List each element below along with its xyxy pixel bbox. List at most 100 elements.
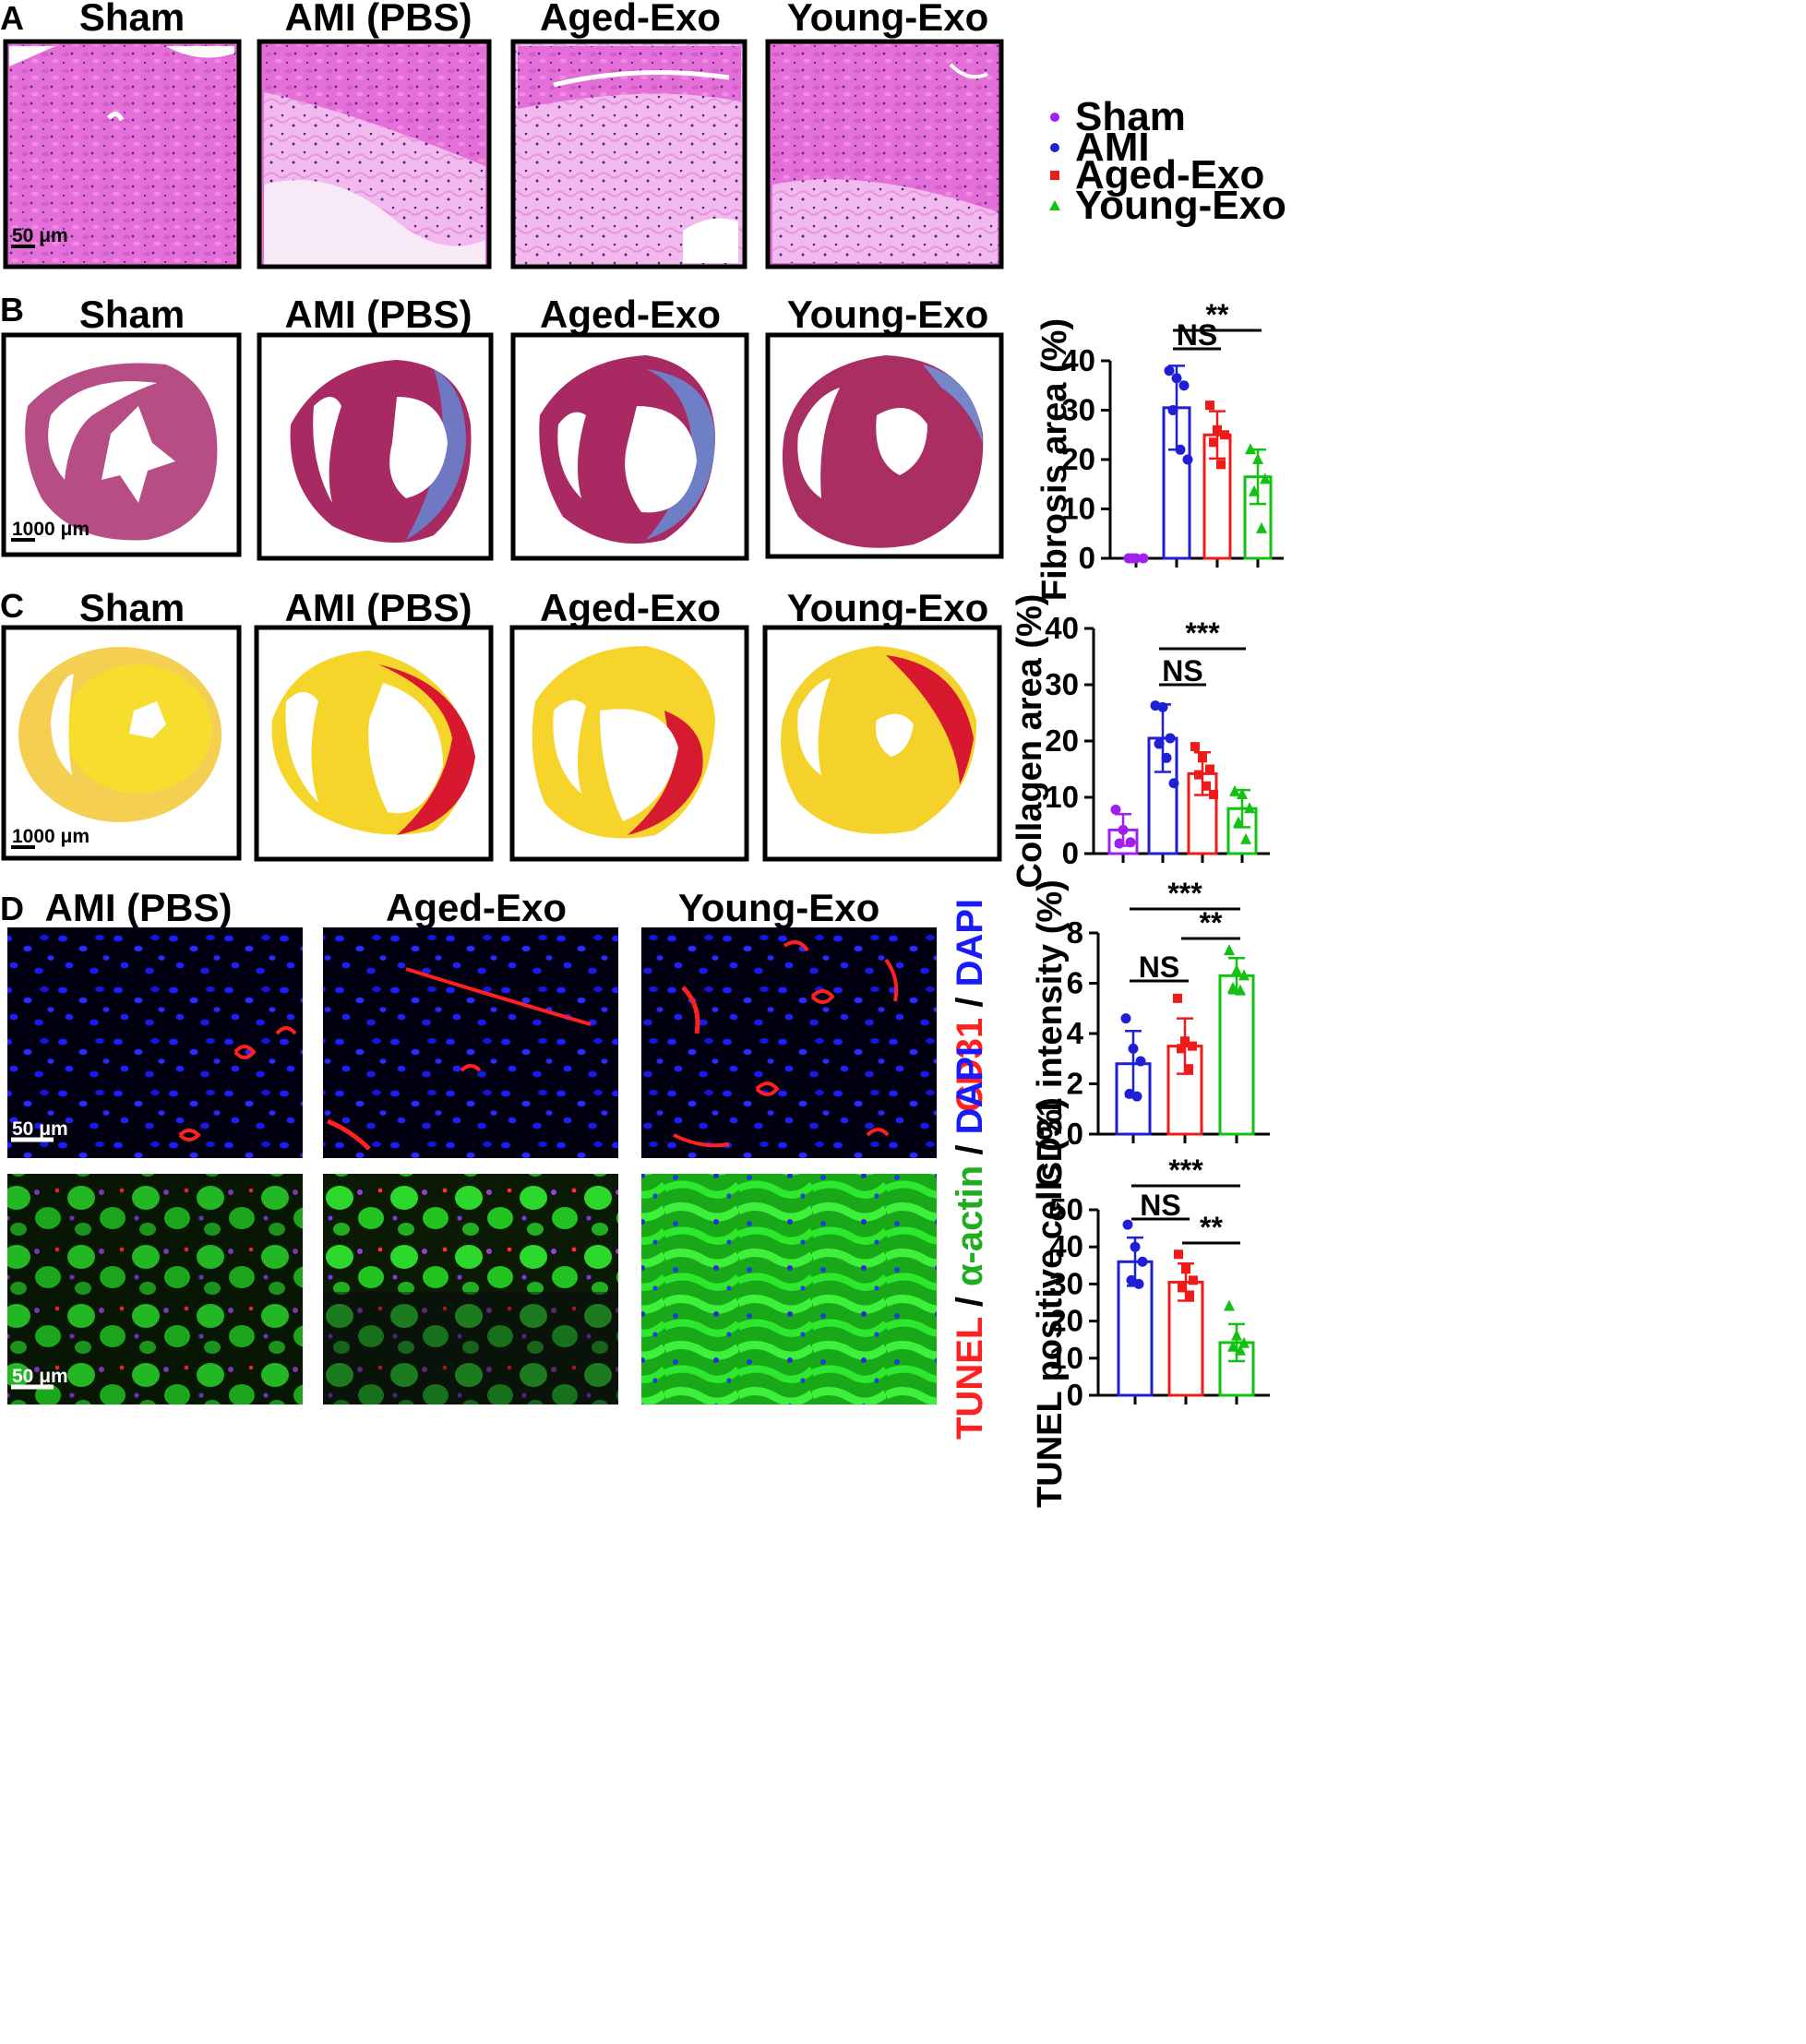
cd31-image-young xyxy=(641,927,937,1158)
tunel-point-2-1 xyxy=(1231,1329,1242,1341)
legend-label-sham: Sham xyxy=(1075,94,1186,139)
panel-b-col-title-1: Sham xyxy=(79,293,185,336)
cd31-point-2-2 xyxy=(1238,969,1250,981)
collagen-point-2-0 xyxy=(1190,742,1200,752)
tunel-sig-label-1: ** xyxy=(1200,1211,1223,1244)
collagen-point-0-1 xyxy=(1118,824,1129,835)
scale-bar-a-label: 50 μm xyxy=(12,225,68,246)
cd31-point-2-1 xyxy=(1231,963,1242,975)
tunel-y-tick-label-1: 10 xyxy=(1049,1341,1083,1375)
fibrosis-sig-label-0: NS xyxy=(1177,318,1217,352)
panel-d: D AMI (PBS) Aged-Exo Young-Exo xyxy=(0,886,990,1440)
fibrosis-point-2-0 xyxy=(1205,400,1214,411)
scale-bar-a: 50 μm xyxy=(11,225,68,248)
cd31-point-1-2 xyxy=(1188,1041,1197,1051)
panel-a: A Sham AMI (PBS) Aged-Exo Young-Exo xyxy=(0,0,1004,269)
cd31-point-0-4 xyxy=(1131,1091,1142,1102)
fibrosis-area-chart: Fibrosis area (%) 0 10 20 30 40 NS** xyxy=(1035,298,1284,601)
collagen-area-chart: Collagen area (%) 0 10 20 30 40 NS *** xyxy=(1011,594,1270,889)
stain-label-cd31-dapi: CD31 / DAPI xyxy=(950,899,990,1112)
collagen-y-axis-label: Collagen area (%) xyxy=(1011,594,1049,889)
cd31-sig-label-2: *** xyxy=(1167,877,1202,910)
fibrosis-point-2-2 xyxy=(1220,430,1229,440)
scale-bar-d-top-label: 50 μm xyxy=(12,1118,68,1140)
collagen-point-3-0 xyxy=(1229,784,1240,796)
tunel-image-young xyxy=(641,1174,937,1405)
scale-bar-d-bottom-label: 50 μm xyxy=(12,1366,68,1387)
tunel-point-2-0 xyxy=(1224,1299,1235,1311)
tunel-point-1-4 xyxy=(1185,1290,1194,1300)
tunel-point-1-3 xyxy=(1178,1283,1187,1293)
tunel-y-tick-label-0: 0 xyxy=(1067,1378,1083,1412)
cd31-y-tick-label-2: 4 xyxy=(1067,1016,1084,1050)
he-image-ami xyxy=(257,39,492,269)
tunel-sig-label-2: *** xyxy=(1168,1153,1203,1187)
panel-d-col-title-3: Young-Exo xyxy=(678,886,880,929)
panel-letter-c: C xyxy=(0,587,24,625)
panel-d-col-title-2: Aged-Exo xyxy=(386,886,567,929)
collagen-y-tick-label-1: 10 xyxy=(1045,780,1079,814)
cd31-bar-2 xyxy=(1218,974,1255,1136)
fibrosis-point-3-4 xyxy=(1256,521,1267,533)
scale-bar-d-bottom: 50 μm xyxy=(11,1366,68,1390)
collagen-point-3-3 xyxy=(1233,816,1244,828)
tunel-image-aged xyxy=(323,1174,618,1405)
panel-a-col-title-3: Aged-Exo xyxy=(540,0,721,39)
cd31-point-2-4 xyxy=(1235,984,1246,996)
cd31-sig-label-1: ** xyxy=(1200,906,1223,939)
collagen-point-2-2 xyxy=(1205,764,1214,774)
cd31-point-1-4 xyxy=(1184,1064,1193,1074)
legend-marker-ami xyxy=(1050,143,1059,152)
cd31-image-ami xyxy=(7,927,303,1158)
tunel-point-0-4 xyxy=(1133,1278,1144,1289)
fibrosis-y-tick-label-3: 30 xyxy=(1061,393,1095,427)
collagen-y-tick-label-0: 0 xyxy=(1062,836,1079,870)
fibrosis-point-1-1 xyxy=(1171,373,1182,384)
fibrosis-point-1-4 xyxy=(1175,444,1186,455)
collagen-y-tick-label-4: 40 xyxy=(1045,611,1079,645)
sirius-image-aged xyxy=(509,625,749,862)
tunel-point-2-3 xyxy=(1227,1340,1238,1352)
legend-label-ami: AMI xyxy=(1075,125,1150,170)
panel-letter-a: A xyxy=(0,0,24,37)
fibrosis-point-0-2 xyxy=(1138,553,1149,564)
panel-a-col-title-1: Sham xyxy=(79,0,185,39)
cd31-point-1-0 xyxy=(1173,993,1182,1003)
stain-label-sep-bottom-1: / xyxy=(950,1286,990,1317)
panel-d-col-title-1: AMI (PBS) xyxy=(45,886,233,929)
collagen-point-1-2 xyxy=(1165,733,1176,744)
legend-marker-aged xyxy=(1050,171,1059,180)
legend-marker-young xyxy=(1049,200,1060,210)
cd31-point-2-0 xyxy=(1224,944,1235,956)
scale-bar-b: 1000 μm xyxy=(11,519,90,542)
cd31-point-2-3 xyxy=(1227,981,1238,993)
sirius-image-young xyxy=(762,625,1002,862)
panel-letter-b: B xyxy=(0,291,24,329)
fibrosis-y-tick-label-2: 20 xyxy=(1061,442,1095,476)
scale-bar-d-top: 50 μm xyxy=(11,1118,68,1142)
panel-letter-d: D xyxy=(0,890,24,927)
fibrosis-y-tick-label-0: 0 xyxy=(1079,541,1095,575)
fibrosis-point-2-3 xyxy=(1209,437,1218,448)
fibrosis-point-1-2 xyxy=(1178,380,1190,391)
fibrosis-point-3-2 xyxy=(1260,472,1271,484)
sirius-image-sham xyxy=(1,625,242,861)
cd31-image-aged xyxy=(323,927,618,1158)
fibrosis-point-3-3 xyxy=(1249,484,1260,496)
fibrosis-point-3-1 xyxy=(1252,453,1263,464)
fibrosis-point-1-0 xyxy=(1164,365,1175,377)
collagen-point-0-0 xyxy=(1110,804,1121,815)
cd31-point-1-1 xyxy=(1180,1036,1190,1046)
stain-label-actin: α-actin xyxy=(950,1165,990,1286)
tunel-image-ami xyxy=(7,1174,303,1405)
legend-label-aged: Aged-Exo xyxy=(1075,152,1264,197)
tunel-y-tick-label-3: 30 xyxy=(1049,1266,1083,1300)
stain-label-tunel: TUNEL xyxy=(950,1317,990,1440)
stain-label-dapi-bottom: DAPI xyxy=(950,1046,990,1135)
scale-bar-c-label: 1000 μm xyxy=(12,826,90,847)
collagen-y-tick-label-3: 30 xyxy=(1045,667,1079,701)
cd31-point-0-1 xyxy=(1128,1043,1139,1054)
